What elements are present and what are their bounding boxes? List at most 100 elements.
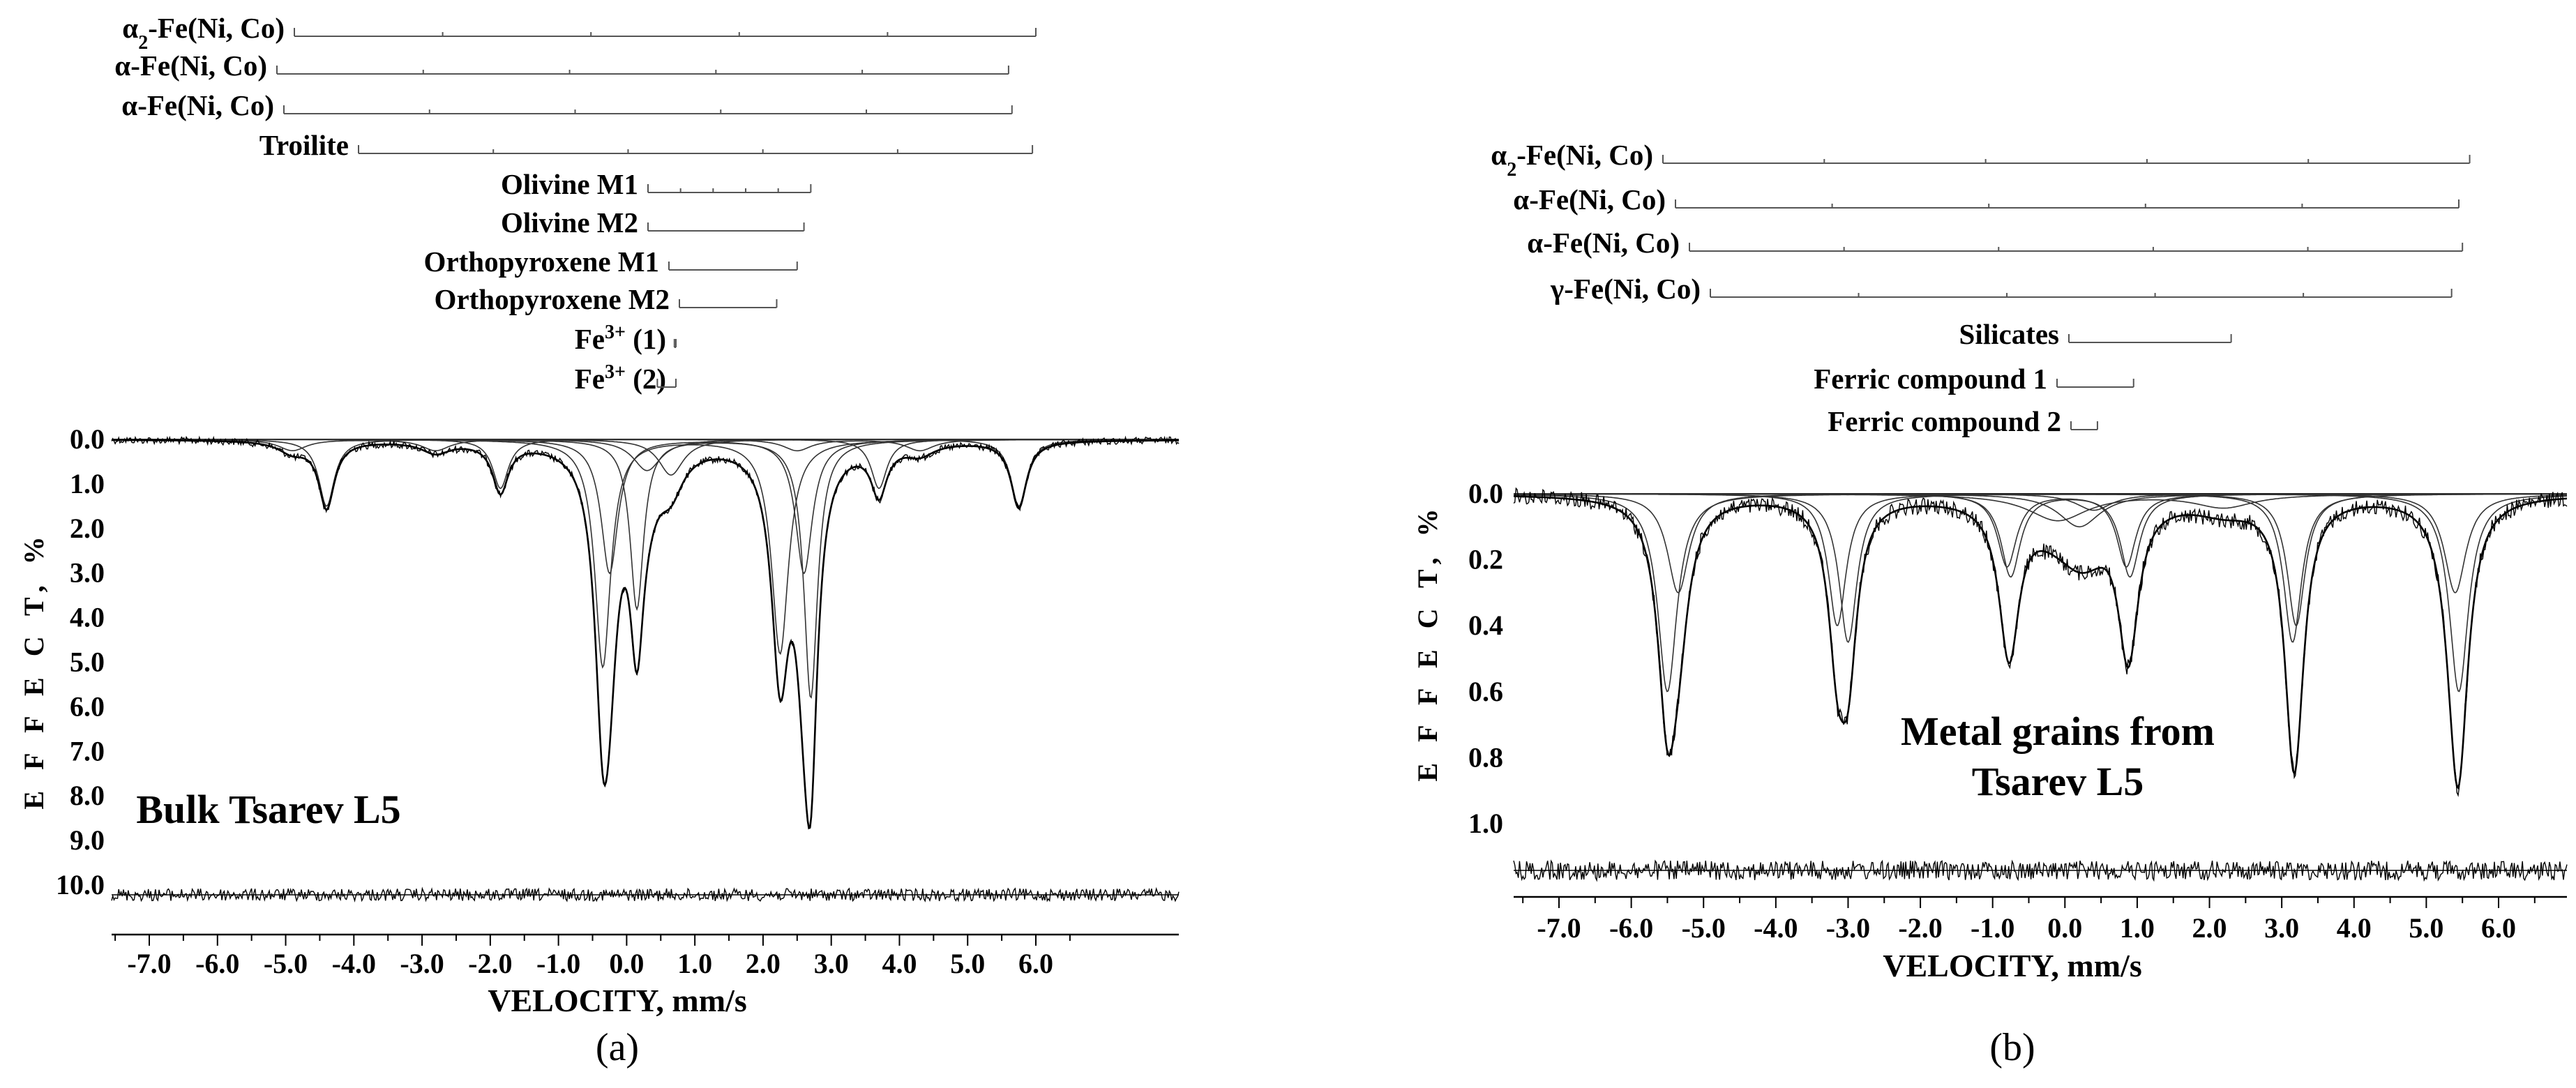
component-label-part: α — [1527, 227, 1543, 259]
component-label: α2-Fe(Ni, Co) — [1491, 139, 1653, 181]
x-tick-label: -7.0 — [127, 948, 171, 979]
component-subspectrum — [112, 439, 1179, 699]
component-label-part: α — [114, 50, 130, 82]
y-tick-label: 0.2 — [1468, 544, 1503, 575]
x-tick-label: 5.0 — [950, 948, 985, 979]
component-label-part: -Fe(Ni, Co) — [1529, 183, 1666, 216]
x-tick-label: -7.0 — [1537, 912, 1581, 944]
x-tick-label: -2.0 — [1898, 912, 1942, 944]
x-tick-label: -3.0 — [1826, 912, 1870, 944]
component-label: Orthopyroxene M1 — [424, 245, 659, 278]
component-label-part: γ — [1550, 273, 1564, 305]
chart-title-line: Bulk Tsarev L5 — [136, 787, 400, 832]
component-label-part: 2 — [1507, 159, 1516, 181]
y-tick-label: 9.0 — [70, 824, 105, 856]
x-tick-label: -1.0 — [536, 948, 580, 979]
component-label-part: Troilite — [259, 129, 349, 161]
component-label-part: -Fe(Ni, Co) — [1564, 273, 1701, 305]
total-fit — [112, 439, 1179, 830]
panel-label: (a) — [596, 1026, 639, 1069]
component-label: Orthopyroxene M2 — [435, 283, 670, 315]
component-label-part: Ferric compound 1 — [1814, 363, 2047, 395]
component-subspectrum — [1514, 493, 2567, 528]
component-label: α-Fe(Ni, Co) — [114, 50, 267, 82]
x-tick-label: 1.0 — [2120, 912, 2155, 944]
component-label-part: 2 — [138, 32, 148, 54]
chart-title-line: Metal grains from — [1901, 709, 2215, 754]
component-label-part: -Fe(Ni, Co) — [130, 50, 267, 82]
chart-title: Metal grains from Tsarev L5 — [1901, 709, 2215, 804]
x-axis: -7.0 -6.0 -5.0 -4.0 -3.0 -2.0 -1.0 0.0 1.0 2.0 3.0… — [112, 933, 1179, 1018]
component-label-part: Orthopyroxene M1 — [424, 245, 659, 278]
chart-title: Bulk Tsarev L5 — [136, 787, 400, 832]
total-fit — [1514, 495, 2568, 790]
spectrum-curves — [111, 435, 1180, 902]
component-label: α-Fe(Ni, Co) — [121, 89, 274, 121]
component-label: Olivine M2 — [501, 206, 638, 239]
component-label-part: (1) — [626, 323, 666, 355]
x-tick-label: -1.0 — [1971, 912, 2014, 944]
component-label-part: 3+ — [605, 322, 626, 343]
component-label-part: α — [1491, 139, 1507, 171]
component-subspectrum — [1514, 493, 2567, 511]
x-tick-label: -4.0 — [1754, 912, 1798, 944]
component-subspectrum — [112, 439, 1179, 452]
panel-b: α2-Fe(Ni, Co)α-Fe(Ni, Co)α-Fe(Ni, Co)γ-F… — [1412, 139, 2568, 1069]
component-label-part: Olivine M1 — [501, 168, 638, 200]
x-tick-label: 3.0 — [814, 948, 849, 979]
y-tick-label: 8.0 — [70, 780, 105, 811]
component-markers: α2-Fe(Ni, Co)α-Fe(Ni, Co)α-Fe(Ni, Co)Tro… — [114, 12, 1037, 395]
component-label-part: 3+ — [605, 361, 626, 383]
x-tick-label: 0.0 — [609, 948, 644, 979]
component-label-part: -Fe(Ni, Co) — [137, 89, 274, 121]
component-label-part: (2) — [626, 363, 666, 395]
y-tick-label: 1.0 — [1468, 808, 1503, 839]
y-tick-label: 2.0 — [70, 513, 105, 544]
component-label-part: Olivine M2 — [501, 206, 638, 239]
x-tick-label: 6.0 — [1018, 948, 1053, 979]
y-axis: 0.0 1.0 2.0 3.0 4.0 5.0 6.0 7.0 8.0 9.0 10.0 E F F … — [18, 423, 105, 900]
x-tick-label: 3.0 — [2264, 912, 2299, 944]
component-subspectrum — [112, 439, 1179, 507]
component-label-part: Silicates — [1959, 318, 2059, 350]
spectrum-curves — [1513, 487, 2568, 882]
component-label: Ferric compound 2 — [1828, 405, 2061, 437]
component-label-part: α — [1513, 183, 1529, 216]
y-tick-label: 5.0 — [70, 647, 105, 678]
component-label: Olivine M1 — [501, 168, 638, 200]
y-tick-label: 0.6 — [1468, 676, 1503, 707]
x-tick-label: 2.0 — [2192, 912, 2227, 944]
x-axis-title: VELOCITY, mm/s — [488, 983, 746, 1018]
component-label: γ-Fe(Ni, Co) — [1550, 273, 1701, 305]
x-axis-title: VELOCITY, mm/s — [1883, 948, 2141, 983]
component-label-part: Fe — [575, 363, 605, 395]
component-label-part: α — [122, 12, 138, 44]
panel-label: (b) — [1989, 1026, 2035, 1069]
measured-spectrum — [111, 435, 1180, 829]
component-label: Troilite — [259, 129, 349, 161]
residual-curve — [111, 886, 1180, 902]
component-label: α-Fe(Ni, Co) — [1513, 183, 1666, 216]
residual-curve — [1513, 859, 2568, 882]
component-label: Silicates — [1959, 318, 2059, 350]
x-tick-label: 1.0 — [677, 948, 712, 979]
component-label-part: Ferric compound 2 — [1828, 405, 2061, 437]
y-axis-title: E F F E C T, % — [1412, 501, 1443, 781]
component-label-part: -Fe(Ni, Co) — [1543, 227, 1680, 259]
y-tick-label: 7.0 — [70, 735, 105, 766]
component-subspectrum — [112, 439, 1179, 507]
x-tick-label: -4.0 — [332, 948, 376, 979]
y-tick-label: 0.4 — [1468, 610, 1503, 641]
component-label: α-Fe(Ni, Co) — [1527, 227, 1680, 259]
component-subspectrum — [1513, 493, 2567, 627]
x-tick-label: -3.0 — [400, 948, 444, 979]
x-tick-label: 5.0 — [2409, 912, 2443, 944]
y-tick-label: 10.0 — [56, 869, 105, 900]
x-tick-label: -2.0 — [468, 948, 512, 979]
component-subspectrum — [1514, 493, 2568, 594]
component-subspectrum — [1514, 493, 2567, 578]
component-markers: α2-Fe(Ni, Co)α-Fe(Ni, Co)α-Fe(Ni, Co)γ-F… — [1491, 139, 2471, 437]
x-tick-label: -5.0 — [1682, 912, 1726, 944]
component-label-part: -Fe(Ni, Co) — [1516, 139, 1653, 171]
